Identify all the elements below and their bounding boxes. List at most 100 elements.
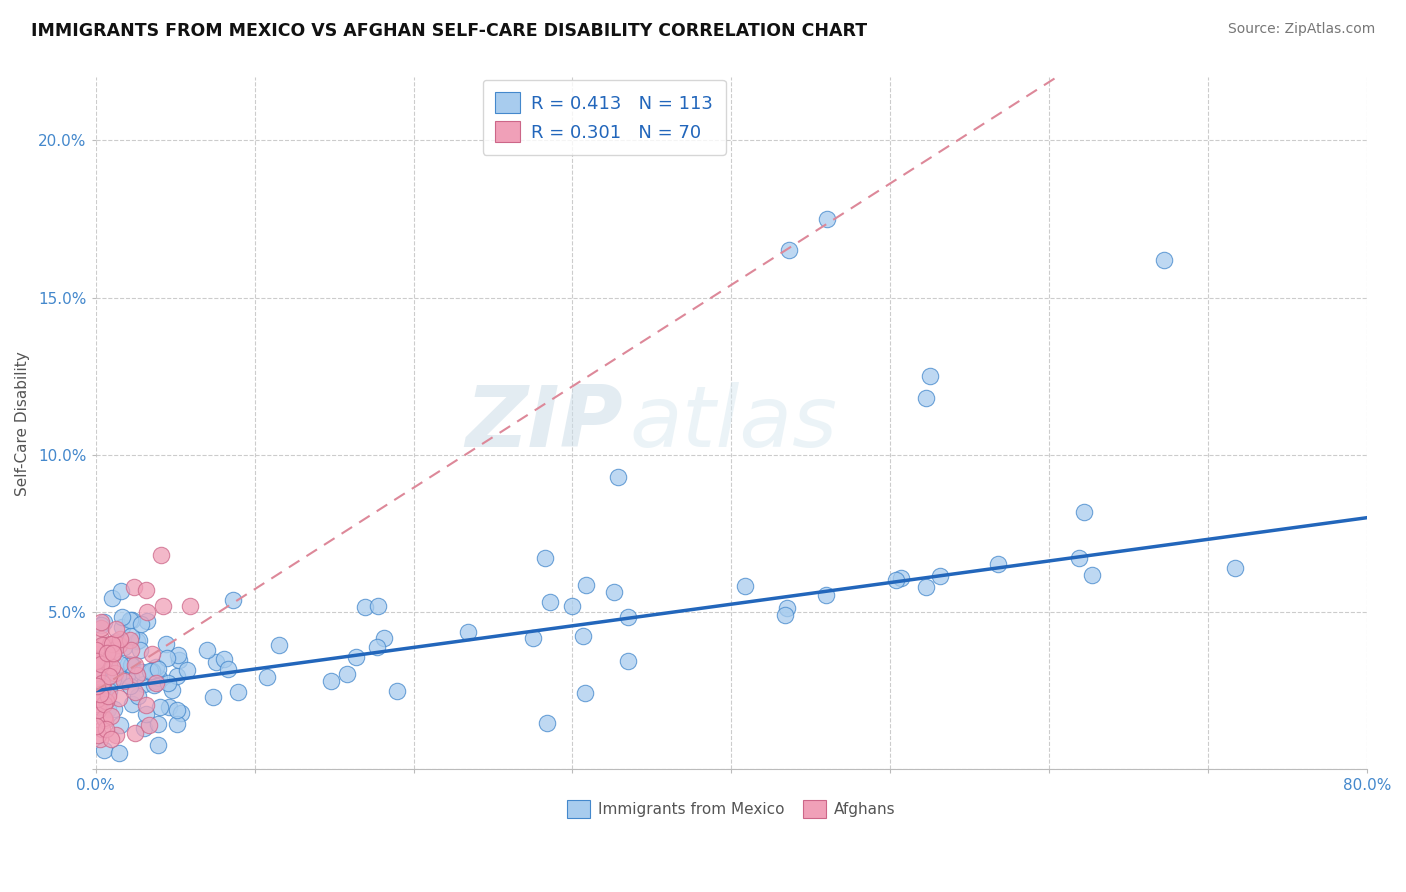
Point (84, 665, 107, 679)
Point (93, 713, 115, 727)
Point (344, 650, 367, 665)
Point (89, 699, 111, 714)
Point (84, 643, 107, 657)
Point (166, 717, 188, 731)
Point (100, 709, 122, 723)
Point (920, 369, 942, 384)
Point (135, 582, 157, 597)
Point (607, 470, 630, 484)
Point (93, 697, 115, 711)
Point (135, 698, 157, 712)
Point (91, 675, 114, 690)
Point (121, 657, 143, 672)
Point (84, 719, 107, 733)
Point (93, 710, 115, 724)
Point (108, 718, 131, 732)
Point (149, 699, 172, 714)
Point (98, 637, 121, 651)
Point (617, 610, 640, 624)
Point (884, 573, 907, 587)
Point (108, 690, 131, 705)
Point (86, 642, 108, 657)
Point (367, 599, 389, 614)
Point (575, 577, 598, 591)
Point (561, 599, 583, 613)
Point (108, 638, 131, 652)
Point (121, 697, 143, 711)
Point (101, 643, 124, 657)
Point (132, 677, 155, 691)
Text: Source: ZipAtlas.com: Source: ZipAtlas.com (1227, 22, 1375, 37)
Point (170, 706, 193, 720)
Point (522, 631, 544, 645)
Point (93, 615, 115, 629)
Point (167, 653, 190, 667)
Point (814, 588, 837, 602)
Point (176, 664, 198, 678)
Point (135, 706, 157, 721)
Point (86, 679, 108, 693)
Point (146, 717, 169, 731)
Point (915, 580, 938, 594)
Point (111, 609, 134, 624)
Point (205, 655, 228, 669)
Point (212, 652, 235, 666)
Point (131, 665, 153, 679)
Point (366, 640, 388, 654)
Point (148, 671, 170, 685)
Point (145, 660, 167, 674)
Point (87, 653, 110, 667)
Point (354, 600, 377, 615)
Point (104, 636, 127, 650)
Point (157, 676, 180, 690)
Point (141, 647, 163, 661)
Point (336, 667, 359, 681)
Point (103, 672, 125, 686)
Point (928, 568, 950, 582)
Point (91, 680, 114, 694)
Point (118, 633, 141, 648)
Point (150, 549, 173, 563)
Point (96, 694, 118, 708)
Point (120, 643, 142, 657)
Point (890, 571, 912, 585)
Point (124, 725, 146, 739)
Point (94, 723, 117, 737)
Point (98, 669, 121, 683)
Point (120, 669, 142, 683)
Point (89, 687, 111, 701)
Point (84, 654, 107, 668)
Point (574, 686, 596, 700)
Point (91, 638, 114, 652)
Point (775, 607, 797, 622)
Point (603, 584, 626, 599)
Point (103, 702, 125, 716)
Point (148, 662, 170, 676)
Point (269, 638, 291, 652)
Point (127, 633, 149, 648)
Point (775, 601, 797, 615)
Point (90, 618, 112, 632)
Point (226, 684, 249, 698)
Point (117, 657, 139, 672)
Legend: Immigrants from Mexico, Afghans: Immigrants from Mexico, Afghans (561, 794, 901, 824)
Point (1223, 561, 1246, 575)
Point (122, 580, 145, 594)
Point (256, 669, 278, 683)
Point (91, 681, 114, 695)
Point (110, 584, 132, 599)
Point (160, 683, 183, 698)
Point (127, 689, 149, 703)
Point (915, 391, 938, 405)
Point (93, 743, 115, 757)
Point (538, 595, 561, 609)
Point (534, 550, 557, 565)
Point (155, 637, 177, 651)
Point (105, 633, 128, 648)
Point (90, 621, 112, 635)
Point (90, 615, 112, 629)
Point (195, 642, 218, 657)
Point (124, 685, 146, 699)
Point (108, 632, 131, 647)
Point (143, 677, 166, 691)
